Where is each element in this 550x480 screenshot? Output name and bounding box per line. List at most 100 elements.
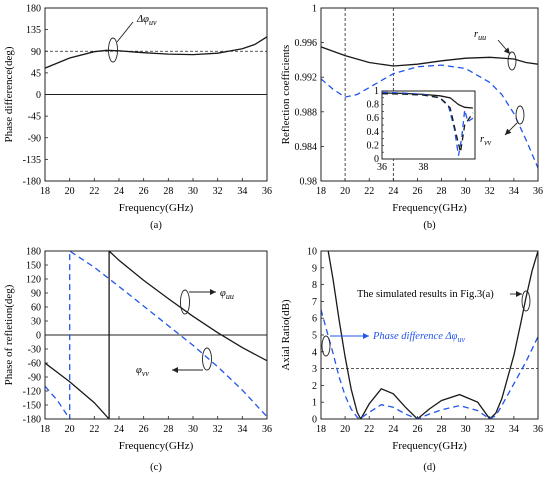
arrow-head: [210, 289, 216, 295]
y-axis-label: Phase difference(deg): [3, 46, 15, 142]
x-tick-label: 22: [364, 186, 374, 197]
y-axis-label: Phase of refletion(deg): [3, 284, 15, 385]
x-axis-label: Frequency(GHz): [119, 440, 194, 452]
y-tick-label: 180: [26, 247, 41, 258]
x-tick-label: 22: [89, 424, 99, 435]
series-line-1: [45, 36, 267, 69]
inset-series-3: [382, 93, 474, 153]
y-tick-label: 150: [26, 261, 41, 272]
x-tick-label: 36: [533, 186, 543, 197]
x-tick-label: 26: [412, 186, 422, 197]
x-tick-label: 18: [316, 186, 326, 197]
y-tick-label: 3: [312, 364, 317, 375]
inset-chart: 0 0.2 0.4 0.6 0.8 1 36 38: [367, 86, 476, 173]
x-tick-label: 20: [65, 424, 75, 435]
y-tick-label: 1: [312, 4, 317, 15]
annotation-delta-phi-uv: Δφuv: [136, 14, 157, 27]
y-tick-label: 45: [31, 68, 41, 79]
annotation-ellipse: [202, 347, 212, 371]
plot-frame: [44, 250, 268, 420]
y-tick-label: 8: [312, 280, 317, 291]
y-tick-label: 5: [312, 331, 317, 342]
x-tick-label: 22: [89, 186, 99, 197]
annotation-rvv: rvv: [480, 134, 492, 147]
x-tick-label: 36: [262, 424, 272, 435]
x-tick-label: 22: [364, 424, 374, 435]
y-tick-label: -90: [28, 373, 41, 384]
x-tick-label: 32: [485, 424, 495, 435]
x-axis-label: Frequency(GHz): [392, 202, 467, 214]
y-tick-label: 10: [307, 247, 317, 258]
x-tick-label: 30: [188, 424, 198, 435]
x-tick-label: 32: [213, 424, 223, 435]
y-tick-label: -120: [23, 387, 41, 398]
arrow-head: [363, 333, 369, 339]
x-tick-label: 20: [340, 186, 350, 197]
x-tick-label: 18: [40, 424, 50, 435]
x-tick-label: 24: [388, 186, 398, 197]
x-tick-label: 34: [237, 186, 247, 197]
annotation-phase-difference: Phase difference Δφuv: [372, 331, 465, 344]
x-tick-label: 34: [237, 424, 247, 435]
panel-d: 18 20 22 24 26 28 30 32 34 36012345678910Frequenc…: [280, 247, 543, 474]
series-line-1: [45, 251, 267, 419]
y-tick-label: 0: [36, 331, 41, 342]
y-tick-label: 0.996: [295, 38, 318, 49]
x-tick-label: 24: [114, 186, 124, 197]
y-tick-label: 90: [31, 289, 41, 300]
plot-frame: [320, 7, 539, 182]
x-tick-label: 24: [388, 424, 398, 435]
x-tick-label: 32: [213, 186, 223, 197]
y-tick-label: -180: [23, 415, 41, 426]
series-line-2: [321, 309, 538, 419]
x-tick-label: 26: [139, 186, 149, 197]
arrow-head: [503, 47, 510, 54]
y-tick-label: 180: [26, 4, 41, 15]
annotation-phi-uu: φuu: [220, 288, 234, 301]
inset-y-tick-label: 1: [374, 86, 379, 97]
y-tick-label: -150: [23, 401, 41, 412]
series-line-2: [45, 251, 267, 419]
y-tick-label: 1: [312, 398, 317, 409]
x-tick-label: 18: [40, 186, 50, 197]
y-tick-label: 0: [312, 415, 317, 426]
y-tick-label: 7: [312, 297, 317, 308]
x-axis-label: Frequency(GHz): [392, 440, 467, 452]
inset-y-tick-label: 0.4: [367, 127, 380, 138]
x-tick-label: 32: [485, 186, 495, 197]
annotation-leader: [116, 21, 134, 43]
arrow-head: [505, 128, 512, 135]
series-line-1: [327, 251, 538, 419]
y-tick-label: 9: [312, 263, 317, 274]
panel-caption: (d): [423, 462, 436, 473]
x-tick-label: 28: [437, 186, 447, 197]
x-tick-label: 30: [461, 186, 471, 197]
y-tick-label: 120: [26, 275, 41, 286]
inset-y-tick-label: 0: [374, 154, 379, 165]
x-tick-label: 18: [316, 424, 326, 435]
y-tick-label: 30: [31, 317, 41, 328]
panel-b: 18 20 22 24 26 28 30 32 34 36 0.98 0.984 0.988 0.992 0…: [280, 4, 543, 232]
panel-c: 18 20 22 24 26 28 30 32 34 36 -180 -150 -120 -90 -60 -3…: [3, 247, 272, 474]
y-tick-label: 2: [312, 381, 317, 392]
x-tick-label: 28: [163, 424, 173, 435]
y-tick-label: -30: [28, 345, 41, 356]
inset-x-tick-label: 38: [418, 162, 428, 173]
y-tick-label: 60: [31, 303, 41, 314]
y-axis-label: Axial Ratio(dB): [280, 299, 292, 371]
y-tick-label: 0: [36, 90, 41, 101]
x-axis-label: Frequency(GHz): [119, 202, 194, 214]
plot-frame: [44, 7, 268, 182]
x-tick-label: 20: [65, 186, 75, 197]
annotation-ellipse: [515, 105, 525, 125]
inset-frame: [381, 90, 476, 160]
x-tick-label: 24: [114, 424, 124, 435]
x-tick-label: 26: [412, 424, 422, 435]
y-tick-label: -90: [28, 133, 41, 144]
series-line-2: [321, 64, 538, 169]
inset-y-tick-label: 0.2: [367, 140, 380, 151]
panel-a: 18 20 22 24 26 28 30 32 34 36 -180 -135 -90 -45 0 45 90 1…: [3, 4, 272, 232]
y-tick-label: 6: [312, 314, 317, 325]
annotation-ellipse: [108, 37, 118, 63]
